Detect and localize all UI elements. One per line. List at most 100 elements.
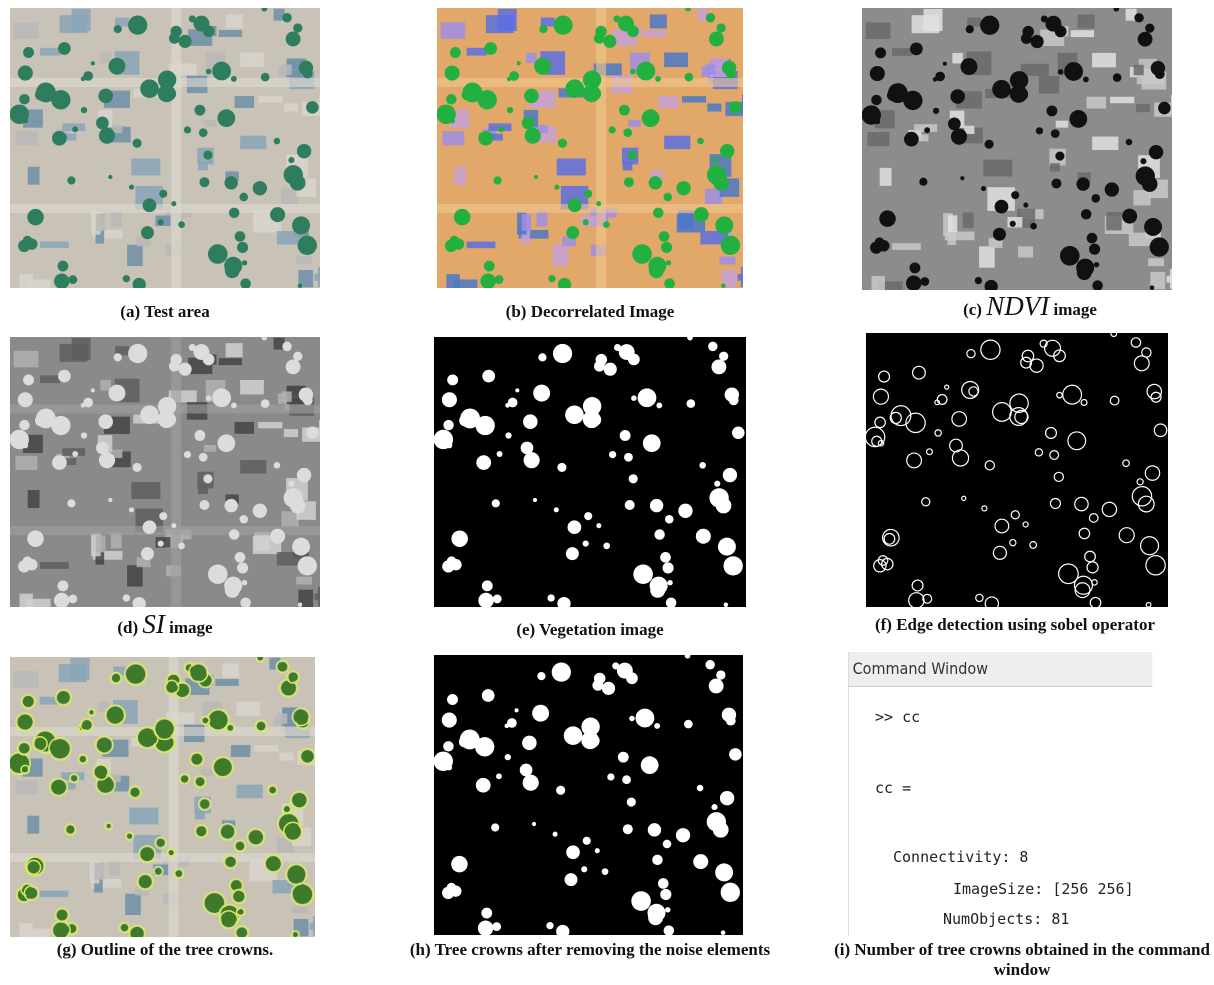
texture — [83, 71, 93, 81]
texture — [663, 840, 672, 849]
texture — [887, 90, 898, 101]
texture — [482, 689, 495, 702]
texture — [111, 533, 122, 549]
si-image — [10, 337, 320, 607]
texture — [558, 139, 567, 148]
texture — [127, 245, 143, 266]
texture — [240, 53, 264, 67]
texture — [881, 215, 892, 226]
texture — [697, 138, 704, 145]
texture — [225, 583, 240, 598]
texture — [1064, 62, 1083, 81]
texture — [718, 538, 736, 556]
texture — [97, 738, 112, 753]
texture — [236, 842, 245, 851]
texture — [125, 894, 141, 915]
texture — [1045, 16, 1061, 32]
texture — [193, 344, 209, 360]
texture — [609, 451, 616, 458]
caption: (f) Edge detection using sobel operator — [820, 615, 1210, 635]
texture — [1071, 30, 1094, 37]
texture — [525, 128, 541, 144]
caption-text: Vegetation image — [539, 620, 664, 639]
texture — [603, 221, 610, 228]
texture — [178, 363, 191, 376]
texture — [171, 8, 181, 288]
texture — [274, 462, 281, 469]
texture — [665, 515, 674, 524]
texture — [515, 708, 519, 712]
texture — [80, 756, 86, 762]
texture — [553, 832, 558, 837]
texture — [1149, 145, 1163, 159]
texture — [159, 190, 167, 198]
texture — [112, 674, 120, 682]
texture — [23, 696, 34, 707]
texture — [654, 723, 660, 729]
texture — [715, 863, 733, 881]
texture — [23, 118, 28, 123]
texture — [298, 556, 317, 575]
texture — [212, 388, 231, 407]
texture — [495, 275, 504, 284]
texture — [204, 445, 217, 452]
command-line: >> cc — [875, 708, 920, 726]
texture — [960, 58, 977, 75]
texture — [258, 96, 282, 102]
texture — [23, 374, 34, 385]
texture — [1010, 221, 1016, 227]
texture — [141, 547, 154, 560]
texture — [50, 739, 69, 758]
texture — [659, 96, 678, 108]
texture — [199, 453, 208, 462]
texture — [919, 178, 927, 186]
texture — [282, 13, 291, 22]
texture — [58, 580, 69, 591]
texture — [254, 745, 278, 751]
texture — [450, 885, 461, 896]
texture — [628, 120, 641, 127]
texture — [546, 922, 553, 929]
texture — [721, 236, 740, 255]
ndvi-image — [862, 8, 1172, 290]
texture — [1105, 182, 1119, 196]
texture — [663, 562, 674, 573]
texture — [532, 705, 549, 722]
texture — [627, 797, 636, 806]
texture — [143, 520, 157, 534]
texture — [517, 61, 521, 65]
texture — [206, 69, 212, 75]
texture — [281, 511, 298, 526]
texture — [91, 388, 95, 392]
texture — [229, 529, 239, 539]
caption: (b) Decorrelated Image — [400, 302, 780, 322]
texture — [584, 512, 592, 520]
texture — [521, 442, 534, 455]
texture — [568, 520, 582, 534]
texture — [296, 577, 312, 585]
texture — [867, 132, 889, 146]
texture — [619, 105, 630, 116]
texture — [592, 680, 603, 691]
texture — [566, 226, 579, 239]
texture — [467, 48, 487, 56]
texture — [242, 260, 247, 265]
texture — [277, 713, 287, 723]
texture — [111, 211, 122, 227]
texture — [171, 201, 176, 206]
texture — [1126, 139, 1133, 146]
texture — [107, 824, 111, 828]
texture — [716, 498, 732, 514]
caption: (i) Number of tree crowns obtained in th… — [830, 940, 1214, 980]
texture — [623, 824, 633, 834]
texture — [641, 756, 659, 774]
texture — [632, 244, 652, 264]
texture — [524, 89, 539, 104]
texture — [58, 42, 71, 55]
texture — [14, 351, 39, 368]
texture — [19, 743, 29, 753]
texture — [34, 738, 45, 749]
texture — [450, 47, 461, 58]
texture — [1087, 233, 1098, 244]
texture — [984, 140, 993, 149]
